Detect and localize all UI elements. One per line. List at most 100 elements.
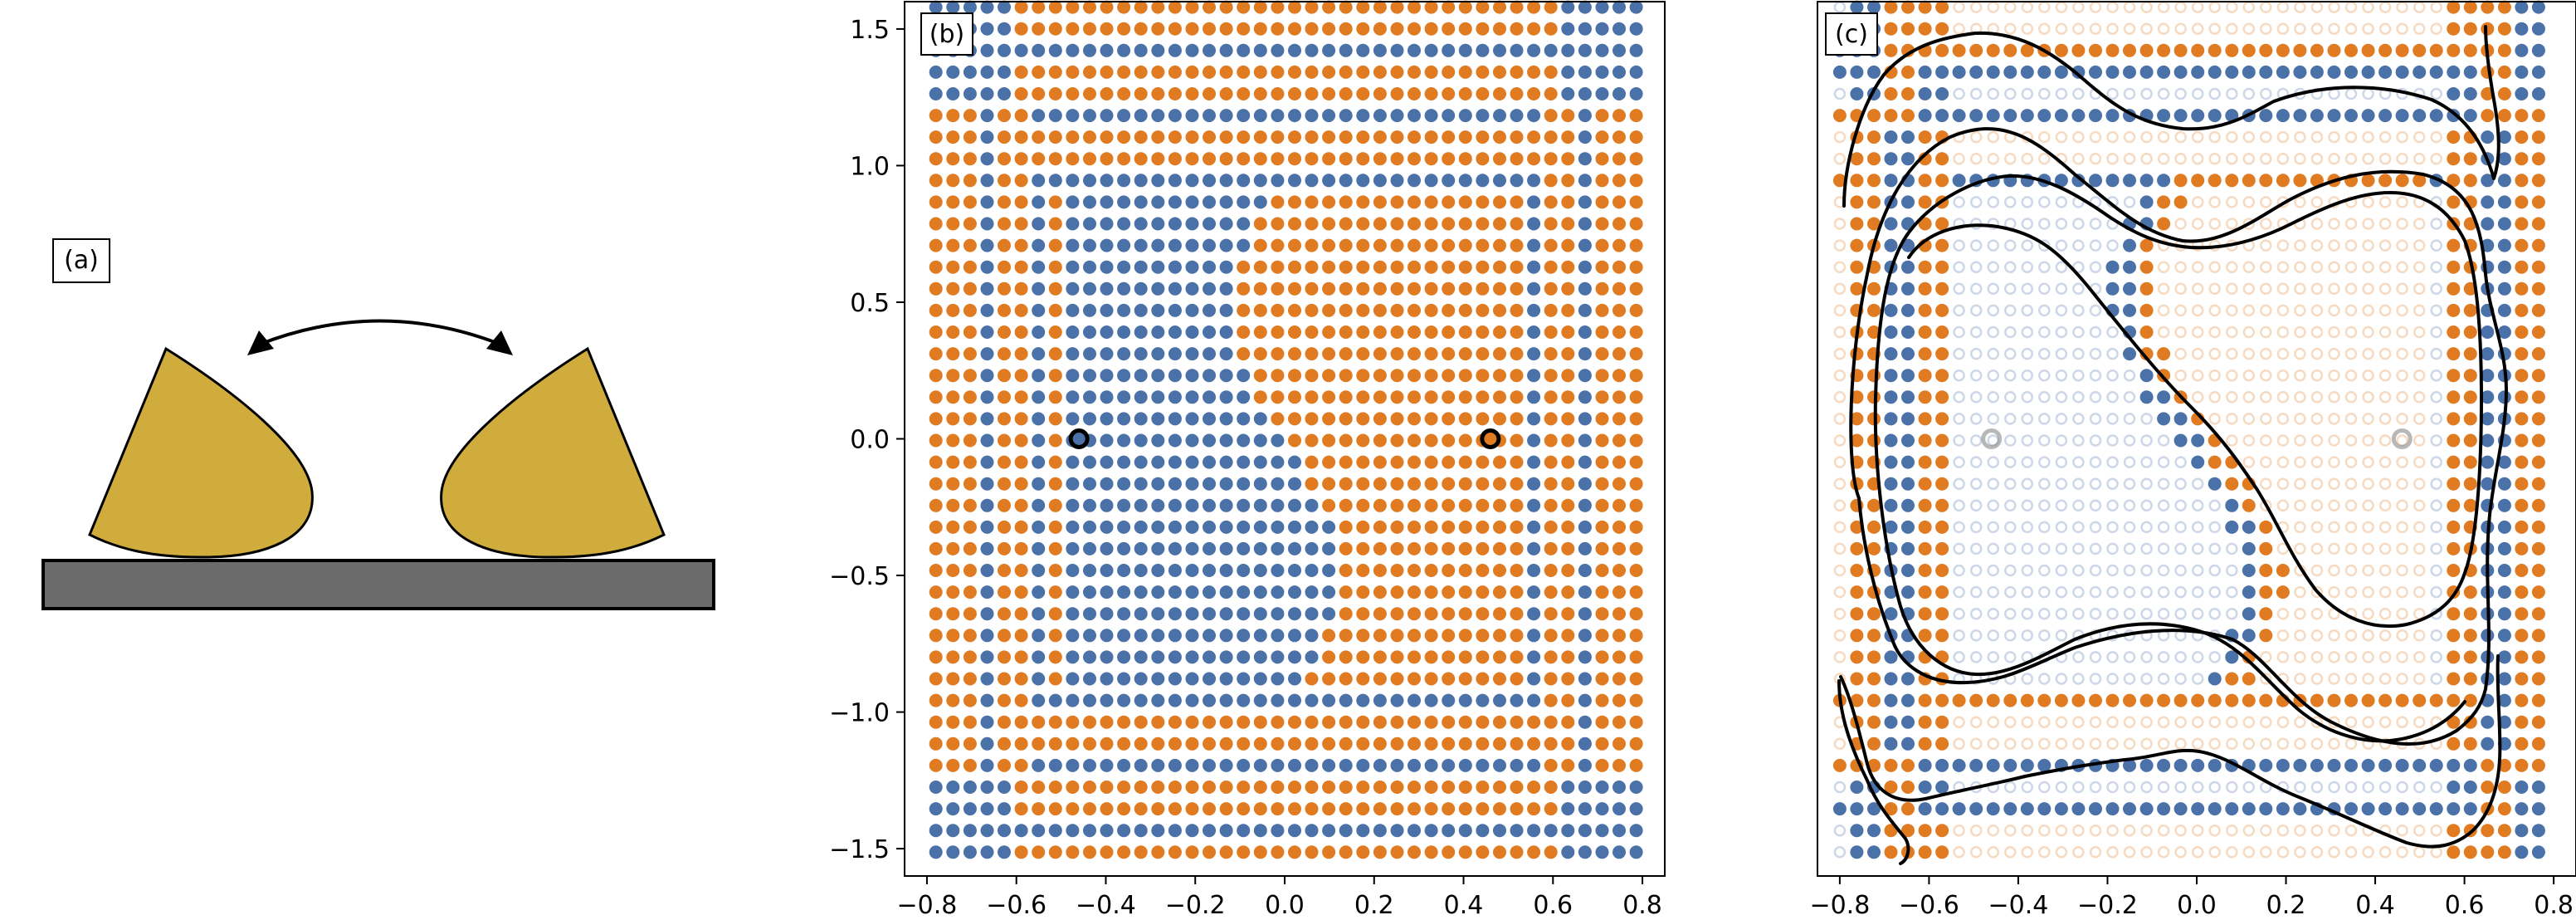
data-point — [1493, 693, 1506, 707]
data-point — [2072, 369, 2085, 382]
data-point — [1100, 629, 1114, 643]
data-point — [2395, 65, 2409, 79]
data-point — [2276, 651, 2290, 663]
data-point — [2276, 434, 2290, 447]
data-point — [2531, 412, 2545, 426]
data-point — [2004, 239, 2017, 252]
data-point — [1527, 390, 1541, 404]
data-point — [2531, 433, 2545, 448]
data-point — [946, 260, 960, 274]
data-point — [1969, 846, 1983, 859]
data-point — [1066, 455, 1080, 469]
data-point — [2174, 433, 2188, 448]
data-point — [2105, 174, 2120, 188]
data-point — [1527, 281, 1541, 296]
data-point — [1935, 541, 1949, 555]
data-point — [1117, 541, 1131, 555]
data-point — [2157, 456, 2170, 468]
data-point — [2447, 0, 2461, 14]
data-point — [1833, 347, 1847, 360]
data-point — [2413, 369, 2426, 382]
data-point — [1850, 0, 1864, 14]
data-point — [2038, 391, 2051, 404]
data-point — [2003, 43, 2017, 57]
data-point — [1493, 824, 1506, 838]
data-point — [1339, 693, 1353, 707]
data-point — [2226, 282, 2238, 296]
data-point — [1288, 87, 1301, 100]
data-point — [1595, 693, 1609, 707]
data-point — [2242, 130, 2256, 144]
data-point — [2515, 109, 2529, 123]
data-point — [1578, 217, 1592, 231]
data-point — [2139, 195, 2154, 209]
data-point — [2260, 673, 2272, 685]
data-point — [1373, 217, 1387, 231]
data-point — [2361, 43, 2375, 57]
data-point — [2531, 281, 2545, 296]
data-point — [2413, 43, 2427, 57]
data-point — [2396, 629, 2408, 642]
data-point — [1884, 758, 1898, 772]
data-point — [1066, 195, 1080, 209]
data-point — [1544, 802, 1558, 816]
data-point — [2447, 195, 2461, 209]
data-point — [929, 585, 943, 599]
data-point — [1629, 174, 1643, 188]
data-point — [1390, 347, 1404, 361]
data-point — [1322, 130, 1336, 144]
data-point — [946, 369, 960, 383]
data-point — [2226, 22, 2238, 35]
data-point — [1373, 109, 1387, 123]
data-point — [2055, 1, 2068, 13]
data-point — [1253, 0, 1267, 14]
data-point — [1048, 541, 1062, 555]
data-point — [1185, 412, 1199, 426]
data-point — [1578, 585, 1592, 599]
data-point — [1014, 109, 1028, 123]
data-point — [1884, 693, 1898, 707]
data-point — [2140, 434, 2153, 447]
data-point — [2276, 282, 2290, 296]
data-point — [2260, 413, 2272, 425]
data-point — [1867, 195, 1881, 209]
data-point — [963, 303, 977, 317]
data-point — [1253, 433, 1267, 448]
data-point — [1339, 325, 1353, 339]
data-point — [1561, 672, 1575, 686]
data-point — [998, 433, 1011, 448]
data-point — [1339, 281, 1353, 296]
data-point — [1629, 217, 1643, 231]
data-point — [998, 845, 1011, 859]
data-point — [2089, 261, 2102, 273]
data-point — [1117, 87, 1131, 100]
data-point — [1544, 650, 1558, 664]
data-point — [2055, 282, 2068, 296]
data-point — [1832, 174, 1847, 188]
data-point — [2481, 325, 2495, 339]
data-point — [1578, 281, 1592, 296]
data-point — [1458, 541, 1472, 555]
data-point — [1493, 715, 1506, 729]
data-point — [1219, 802, 1233, 816]
data-point — [2497, 477, 2511, 491]
data-point — [2021, 499, 2034, 512]
data-point — [1203, 564, 1216, 577]
data-point — [1356, 369, 1370, 383]
data-point — [1595, 260, 1609, 274]
data-point — [2413, 846, 2426, 859]
data-point — [1271, 541, 1285, 555]
data-point — [1100, 174, 1114, 188]
data-point — [1884, 0, 1898, 14]
data-point — [1969, 521, 1983, 534]
data-point — [1151, 65, 1165, 79]
data-point — [1458, 693, 1472, 707]
data-point — [2106, 369, 2119, 382]
data-point — [2191, 651, 2204, 663]
data-point — [1151, 325, 1165, 339]
data-point — [1134, 260, 1148, 274]
data-point — [1356, 693, 1370, 707]
data-point — [1629, 455, 1643, 469]
data-point — [1356, 802, 1370, 816]
data-point — [1987, 737, 1999, 751]
